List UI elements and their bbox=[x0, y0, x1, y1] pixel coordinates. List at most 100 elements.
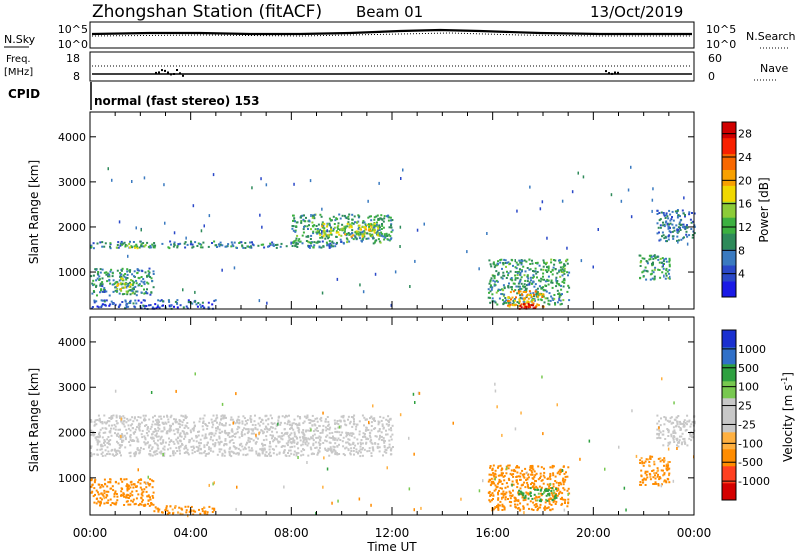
power-cell bbox=[554, 268, 557, 270]
power-cell bbox=[312, 246, 315, 249]
power-cell bbox=[328, 217, 331, 220]
velocity-cell bbox=[343, 454, 346, 457]
velocity-cell bbox=[261, 449, 264, 452]
power-cell bbox=[347, 232, 350, 234]
velocity-cell bbox=[350, 416, 353, 418]
velocity-cell bbox=[663, 480, 666, 483]
velocity-cell bbox=[552, 501, 555, 504]
velocity-cell bbox=[327, 424, 329, 427]
power-cell bbox=[517, 290, 520, 293]
power-cell bbox=[310, 228, 312, 231]
velocity-cell bbox=[138, 479, 141, 482]
power-cell bbox=[638, 254, 641, 257]
velocity-cell bbox=[275, 438, 278, 441]
velocity-cell bbox=[123, 416, 126, 419]
power-cell bbox=[378, 240, 381, 243]
velocity-cell bbox=[137, 504, 140, 507]
velocity-cell bbox=[130, 499, 133, 502]
velocity-cell bbox=[197, 449, 200, 452]
power-cell bbox=[311, 216, 314, 219]
velocity-cell bbox=[371, 417, 374, 420]
nave-dip-point bbox=[605, 70, 607, 73]
power-cell bbox=[147, 245, 150, 248]
power-cell bbox=[384, 235, 387, 238]
velocity-cell bbox=[204, 435, 207, 438]
velocity-cell bbox=[516, 465, 519, 467]
velocity-cell bbox=[278, 440, 281, 443]
velocity-cell bbox=[330, 448, 333, 451]
velocity-cell bbox=[272, 452, 275, 455]
power-cell bbox=[519, 287, 522, 290]
power-cell bbox=[125, 285, 128, 288]
velocity-cell bbox=[149, 498, 152, 501]
power-colorbar-tick-label: 4 bbox=[738, 268, 745, 281]
velocity-cell bbox=[336, 445, 339, 448]
power-cell bbox=[294, 220, 296, 223]
power-cell bbox=[544, 263, 547, 266]
power-cell bbox=[109, 247, 112, 250]
velocity-cell bbox=[675, 438, 678, 440]
velocity-cell bbox=[232, 442, 235, 444]
velocity-cell bbox=[260, 429, 263, 432]
velocity-cell bbox=[143, 419, 145, 421]
velocity-cell bbox=[125, 496, 127, 499]
power-cell bbox=[653, 278, 656, 281]
power-cell bbox=[562, 266, 565, 268]
velocity-cell bbox=[262, 422, 265, 425]
power-cell bbox=[676, 210, 679, 212]
velocity-cell bbox=[346, 434, 348, 436]
power-cell bbox=[661, 257, 664, 260]
velocity-cell bbox=[309, 427, 312, 430]
velocity-cell bbox=[344, 447, 347, 450]
power-cell bbox=[563, 263, 566, 266]
power-cell bbox=[310, 241, 313, 244]
velocity-colorbar-segment bbox=[722, 330, 736, 348]
velocity-cell bbox=[515, 481, 518, 484]
nave-dip-point bbox=[614, 71, 616, 74]
velocity-cell bbox=[220, 417, 223, 420]
power-cell bbox=[321, 230, 323, 233]
velocity-cell bbox=[651, 455, 654, 458]
velocity-cell bbox=[653, 472, 656, 475]
velocity-cell bbox=[649, 475, 652, 478]
velocity-cell bbox=[548, 502, 551, 505]
power-cell bbox=[105, 290, 108, 293]
power-cell bbox=[546, 297, 549, 300]
velocity-cell bbox=[412, 392, 415, 396]
power-cell bbox=[93, 299, 96, 302]
velocity-cell bbox=[530, 469, 533, 472]
velocity-cell bbox=[246, 432, 249, 435]
power-cell bbox=[488, 282, 491, 285]
power-cell bbox=[505, 277, 508, 279]
velocity-cell bbox=[506, 485, 509, 488]
velocity-cell bbox=[157, 439, 159, 442]
velocity-cell bbox=[129, 429, 132, 432]
velocity-cell bbox=[505, 465, 508, 468]
power-cell bbox=[693, 232, 696, 235]
power-cell bbox=[348, 240, 351, 243]
velocity-cell bbox=[491, 469, 494, 472]
power-cell bbox=[295, 243, 298, 246]
velocity-cell bbox=[225, 416, 227, 419]
velocity-cell bbox=[501, 474, 503, 477]
velocity-cell bbox=[277, 422, 279, 426]
velocity-cell bbox=[365, 426, 368, 429]
power-cell bbox=[197, 302, 200, 304]
power-cell bbox=[577, 171, 579, 175]
power-cell bbox=[124, 300, 127, 303]
power-cell bbox=[525, 260, 528, 263]
power-cell bbox=[507, 285, 510, 287]
velocity-cell bbox=[159, 415, 162, 418]
velocity-cell bbox=[198, 508, 200, 511]
power-cell bbox=[295, 242, 298, 245]
power-cell bbox=[507, 300, 510, 302]
power-cell bbox=[511, 259, 514, 262]
power-cell bbox=[499, 259, 502, 261]
power-cell bbox=[154, 303, 157, 306]
velocity-cell bbox=[530, 508, 533, 511]
power-cell bbox=[502, 284, 505, 287]
velocity-cell bbox=[281, 445, 284, 448]
power-cell bbox=[370, 223, 373, 226]
velocity-cell bbox=[531, 467, 534, 470]
power-cell bbox=[335, 235, 338, 238]
